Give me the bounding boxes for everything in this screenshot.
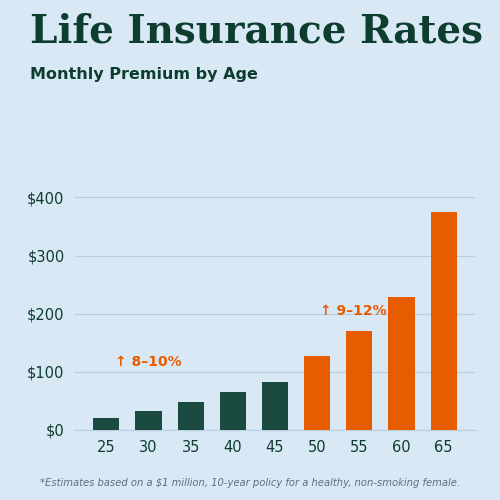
Bar <box>93 418 120 430</box>
Bar <box>346 331 372 430</box>
Bar <box>262 382 288 430</box>
Bar <box>178 402 204 430</box>
Text: *Estimates based on a $1 million, 10-year policy for a healthy, non-smoking fema: *Estimates based on a $1 million, 10-yea… <box>40 478 460 488</box>
Bar <box>388 298 414 430</box>
Text: ↑ 9–12%: ↑ 9–12% <box>320 304 386 318</box>
Bar <box>430 212 457 430</box>
Bar <box>220 392 246 430</box>
Text: Monthly Premium by Age: Monthly Premium by Age <box>30 68 258 82</box>
Text: ↑ 8–10%: ↑ 8–10% <box>115 355 182 369</box>
Bar <box>136 411 162 430</box>
Text: Life Insurance Rates: Life Insurance Rates <box>30 12 483 51</box>
Bar <box>304 356 330 430</box>
